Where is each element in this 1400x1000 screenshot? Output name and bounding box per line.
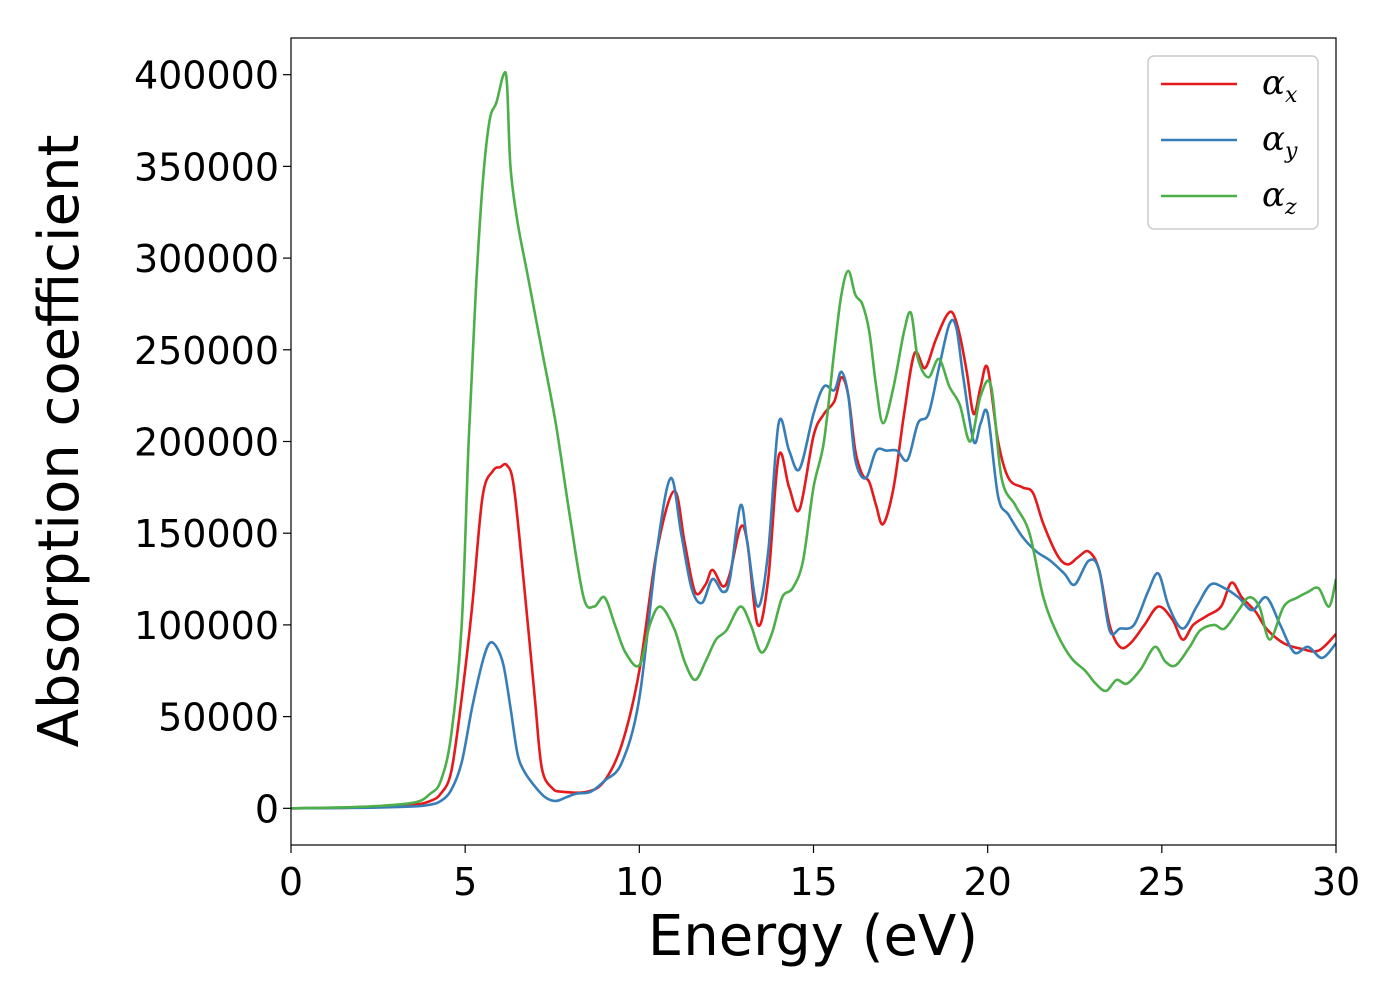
- x-tick-label: 0: [279, 860, 303, 904]
- y-tick-label: 150000: [134, 512, 279, 556]
- y-tick-label: 200000: [134, 421, 279, 465]
- y-tick-label: 300000: [134, 237, 279, 281]
- y-tick-label: 250000: [134, 329, 279, 373]
- y-tick-label: 0: [255, 787, 279, 831]
- x-tick-label: 15: [789, 860, 837, 904]
- x-tick-label: 20: [963, 860, 1011, 904]
- legend-label-x: αx: [1262, 63, 1298, 108]
- x-tick-label: 25: [1138, 860, 1186, 904]
- x-axis-title: Energy (eV): [648, 904, 978, 969]
- series-line-y: [291, 318, 1336, 810]
- legend-box: [1147, 55, 1319, 230]
- legend: αx αy αz: [1147, 55, 1319, 230]
- y-tick-label: 400000: [134, 54, 279, 98]
- x-tick-label: 10: [615, 860, 663, 904]
- y-tick-label: 100000: [134, 604, 279, 648]
- series-line-z: [291, 70, 1336, 810]
- x-tick-label: 5: [453, 860, 477, 904]
- legend-label-z: αz: [1262, 175, 1297, 220]
- y-tick-label: 50000: [158, 696, 279, 740]
- x-tick-label: 30: [1312, 860, 1360, 904]
- y-axis-title: Absorption coefficient: [27, 135, 92, 748]
- y-tick-label: 350000: [134, 145, 279, 189]
- series-line-x: [291, 310, 1336, 810]
- legend-label-y: αy: [1262, 119, 1298, 164]
